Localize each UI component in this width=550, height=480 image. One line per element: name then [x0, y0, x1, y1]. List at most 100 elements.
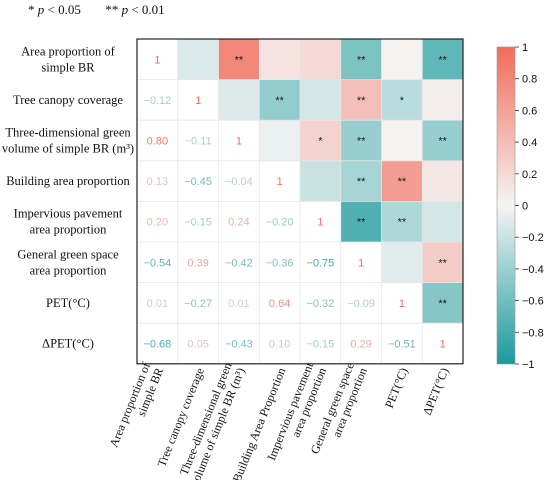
heatmap-diagonal-cell: [218, 120, 260, 161]
significance-marker: **: [438, 257, 447, 269]
heatmap-cell: [137, 323, 178, 364]
correlation-value-label: 0.24: [228, 217, 249, 229]
significance-marker: **: [357, 136, 366, 148]
heatmap-cell: [340, 282, 382, 324]
correlation-value-label: 0.01: [228, 298, 249, 310]
significance-marker: **: [438, 136, 447, 148]
heatmap-color-cell: [381, 39, 423, 80]
heatmap-color-cell: [340, 79, 382, 121]
heatmap-color-cell: [259, 120, 300, 161]
correlation-value-label: −0.32: [306, 298, 334, 310]
y-axis-label: Area proportion of simple BR: [21, 44, 116, 74]
correlation-value-label: −0.15: [306, 339, 334, 351]
heatmap-color-cell: [300, 160, 341, 202]
heatmap-cell: [218, 201, 260, 242]
correlation-value-label: −0.43: [225, 339, 253, 351]
heatmap-diagonal-cell: [300, 201, 341, 242]
heatmap-diagonal-cell: [381, 282, 423, 324]
correlation-value-label: −0.54: [143, 257, 171, 269]
heatmap-cell: [177, 120, 219, 161]
sig2-threshold: < 0.01: [128, 2, 165, 17]
correlation-value-label: −0.36: [266, 257, 294, 269]
correlation-value-label: 0.01: [147, 298, 168, 310]
heatmap-color-cell: [381, 160, 423, 202]
heatmap-cell: [218, 323, 260, 364]
correlation-value-label: −0.11: [185, 136, 212, 148]
heatmap-color-cell: [381, 242, 423, 283]
heatmap-cell: [177, 282, 219, 324]
heatmap-color-cell: [340, 160, 382, 202]
correlation-value-label: 0.29: [350, 339, 371, 351]
colorbar-tick-label: 0.4: [522, 137, 537, 149]
correlation-value-label: −0.15: [184, 217, 212, 229]
heatmap-cell: [259, 201, 300, 242]
heatmap-cell: [218, 242, 260, 283]
y-axis-label: Three-dimensional green volume of simple …: [2, 126, 134, 156]
significance-marker: **: [398, 176, 407, 188]
correlation-value-label: 0.64: [269, 298, 290, 310]
colorbar-tick-label: −0.2: [522, 232, 544, 244]
significance-marker: **: [357, 176, 366, 188]
correlation-value-label: −0.51: [388, 339, 416, 351]
correlation-value-label: 1: [277, 176, 283, 188]
heatmap-diagonal-cell: [137, 39, 178, 80]
heatmap-diagonal-cell: [177, 79, 219, 121]
heatmap-cell: [177, 323, 219, 364]
heatmap-color-cell: [340, 39, 382, 80]
heatmap-cell: [177, 242, 219, 283]
heatmap-cell: [300, 323, 341, 364]
significance-marker: **: [357, 54, 366, 66]
heatmap-color-cell: [340, 120, 382, 161]
colorbar-tick-label: −0.8: [522, 327, 544, 339]
correlation-value-label: −0.04: [225, 176, 253, 188]
y-axis-label: Impervious pavement area proportion: [14, 207, 123, 237]
colorbar-tick-label: 1: [522, 42, 528, 54]
correlation-value-label: 0.05: [187, 339, 208, 351]
heatmap-cell: [137, 79, 178, 121]
correlation-value-label: −0.45: [184, 176, 212, 188]
correlation-value-label: 1: [358, 257, 364, 269]
heatmap-diagonal-cell: [422, 323, 463, 364]
correlation-value-label: −0.20: [266, 217, 294, 229]
heatmap-color-cell: [218, 39, 260, 80]
significance-marker: **: [357, 217, 366, 229]
significance-marker: **: [275, 95, 284, 107]
heatmap-color-cell: [422, 79, 463, 121]
sig1-prefix: *: [28, 2, 38, 17]
heatmap-diagonal-cell: [259, 160, 300, 202]
correlation-value-label: 0.80: [147, 136, 168, 148]
heatmap-cell: [137, 201, 178, 242]
heatmap-color-cell: [300, 120, 341, 161]
correlation-value-label: −0.42: [225, 257, 253, 269]
correlation-value-label: 0.39: [187, 257, 208, 269]
sig1-variable: p: [37, 2, 45, 17]
significance-marker: *: [318, 136, 323, 148]
colorbar-tick-label: 0: [522, 201, 528, 213]
sig2-prefix: **: [105, 2, 122, 17]
colorbar-tick-label: −0.6: [522, 296, 544, 308]
heatmap-color-cell: [422, 201, 463, 242]
heatmap-color-cell: [300, 39, 341, 80]
correlation-value-label: 1: [399, 298, 405, 310]
colorbar-tick-label: −0.4: [522, 264, 544, 276]
heatmap-cell: [300, 282, 341, 324]
colorbar-tick-label: 0.8: [522, 74, 537, 86]
heatmap-color-cell: [300, 79, 341, 121]
heatmap-cell: [300, 242, 341, 283]
heatmap-cell: [259, 323, 300, 364]
correlation-value-label: 0.20: [147, 217, 168, 229]
significance-marker: **: [398, 217, 407, 229]
sig2-variable: p: [121, 2, 129, 17]
y-axis-label: Building area proportion: [6, 174, 130, 188]
correlation-value-label: −0.75: [306, 257, 334, 269]
correlation-value-label: 1: [317, 217, 323, 229]
heatmap-color-cell: [422, 120, 463, 161]
heatmap-color-cell: [422, 160, 463, 202]
heatmap-cell: [137, 282, 178, 324]
heatmap-color-cell: [218, 79, 260, 121]
sig1-threshold: < 0.05: [44, 2, 81, 17]
heatmap-diagonal-cell: [340, 242, 382, 283]
colorbar: [496, 46, 516, 365]
